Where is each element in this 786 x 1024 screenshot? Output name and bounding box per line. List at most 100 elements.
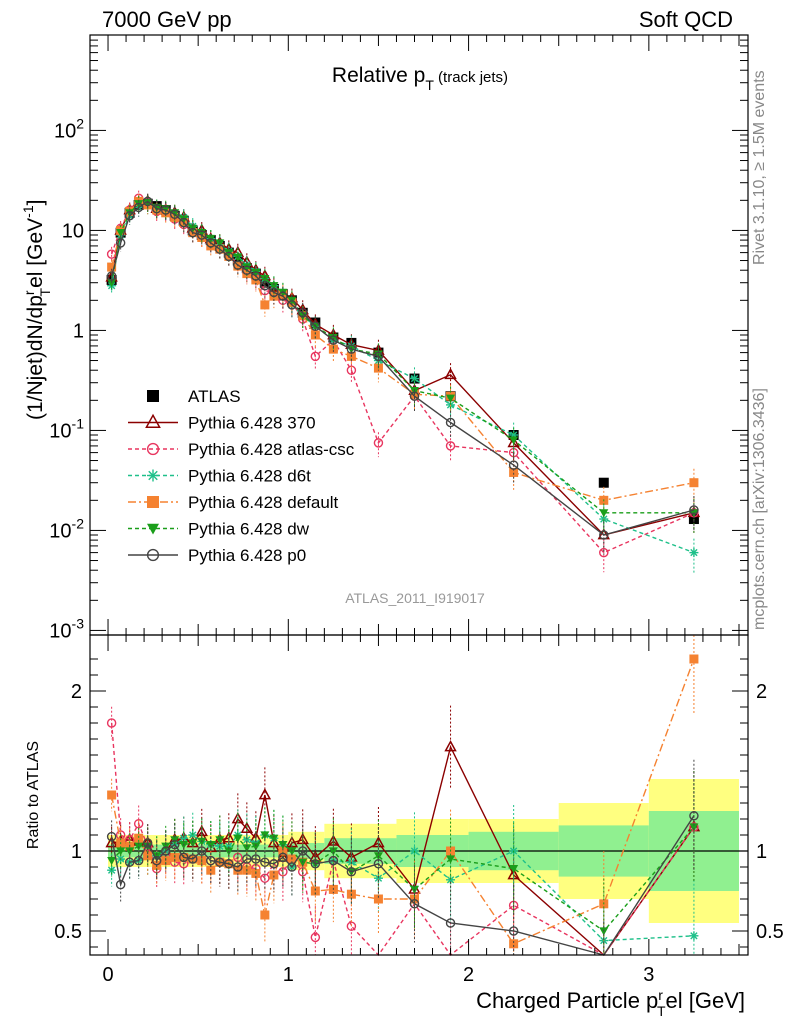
ratio-point	[373, 894, 383, 904]
ratio-series-pythia-6-428-default	[107, 635, 699, 955]
header-left: 7000 GeV pp	[102, 7, 232, 32]
ratio-y-tick-label: 0.5	[54, 921, 82, 943]
data-point	[346, 344, 357, 354]
ratio-y-tick-label: 2	[71, 681, 82, 703]
legend-marker	[145, 413, 161, 429]
x-tick-label: 3	[643, 964, 654, 986]
ratio-point	[133, 819, 144, 829]
data-point	[287, 300, 297, 310]
ratio-point	[106, 831, 117, 842]
data-point	[133, 202, 144, 213]
data-point	[599, 547, 609, 558]
data-point	[215, 244, 225, 254]
legend-label: ATLAS	[188, 387, 241, 406]
ratio-point	[251, 842, 261, 851]
ratio-point	[258, 788, 272, 800]
data-point	[598, 477, 609, 488]
legend-label: Pythia 6.428 p0	[188, 546, 306, 565]
y-tick-label: 10	[62, 220, 84, 242]
y-tick-label: 10-2	[49, 515, 84, 542]
ratio-point	[115, 879, 126, 890]
data-point	[445, 417, 456, 428]
ratio-point	[509, 939, 519, 949]
legend-entry: Pythia 6.428 dw	[128, 520, 310, 539]
legend-label: Pythia 6.428 370	[188, 414, 316, 433]
ratio-point	[373, 859, 384, 869]
legend-entry: Pythia 6.428 370	[128, 414, 316, 433]
ratio-point	[151, 855, 162, 866]
ratio-point	[242, 854, 252, 864]
ratio-point	[260, 910, 270, 920]
ratio-point	[142, 838, 153, 848]
data-point	[444, 367, 457, 380]
legend-entry: Pythia 6.428 default	[128, 493, 339, 512]
data-point	[124, 211, 135, 221]
data-point	[409, 387, 419, 396]
ratio-point	[233, 862, 243, 872]
x-tick-label: 1	[283, 964, 294, 986]
data-point	[107, 279, 117, 288]
ratio-point	[328, 855, 339, 866]
x-tick-label: 0	[102, 964, 113, 986]
ratio-point	[445, 918, 456, 928]
data-point	[106, 271, 117, 281]
upper-series-layer	[105, 190, 701, 574]
ratio-point	[269, 834, 279, 843]
legend-marker	[146, 442, 160, 456]
data-point	[278, 291, 288, 301]
data-point	[269, 282, 279, 291]
data-point	[206, 238, 216, 248]
ratio-point	[444, 740, 457, 752]
y-tick-label: 10-3	[49, 615, 84, 642]
data-point	[446, 394, 456, 403]
legend-label: Pythia 6.428 d6t	[188, 467, 311, 486]
data-point	[409, 391, 420, 401]
data-point	[297, 308, 308, 318]
header-right: Soft QCD	[639, 7, 733, 32]
data-point	[269, 287, 279, 298]
ratio-y-tick-label-right: 2	[756, 681, 767, 703]
ratio-y-tick-label-right: 0.5	[756, 921, 784, 943]
data-point	[508, 460, 519, 470]
legend-marker	[147, 496, 159, 508]
ratio-panel: 0.5 0.5 1 1 2 2 0 1 2 3 Ratio to ATLAS Charged Pa…	[25, 634, 784, 1019]
data-point	[151, 203, 162, 214]
legend-entry: Pythia 6.428 d6t	[128, 467, 311, 486]
ratio-point	[346, 867, 357, 877]
x-axis-title: Charged Particle pr Tel [GeV]	[476, 987, 745, 1019]
data-point	[599, 530, 609, 540]
ratio-y-tick-label-right: 1	[756, 841, 767, 863]
ratio-point	[107, 790, 117, 800]
ratio-point	[689, 823, 699, 832]
legend-entry: Pythia 6.428 atlas-csc	[128, 440, 355, 459]
x-tick-label: 2	[463, 964, 474, 986]
ratio-series-pythia-6-428-p0	[106, 759, 699, 956]
ratio-point	[105, 836, 118, 848]
data-point	[206, 241, 216, 251]
ratio-point	[409, 899, 420, 909]
data-point	[106, 249, 117, 259]
ratio-y-axis-title: Ratio to ATLAS	[25, 741, 42, 849]
ratio-point	[134, 833, 144, 843]
data-point	[224, 251, 234, 262]
data-point	[599, 509, 609, 518]
ratio-point	[260, 857, 270, 867]
data-point	[328, 333, 338, 342]
rivet-label: Rivet 3.1.10, ≥ 1.5M events	[751, 70, 768, 265]
data-point	[509, 436, 519, 445]
mcplots-label: mcplots.cern.ch [arXiv:1306.3436]	[751, 388, 768, 630]
data-point	[328, 335, 339, 345]
ratio-point	[215, 857, 225, 867]
legend-label: Pythia 6.428 dw	[188, 520, 310, 539]
ratio-point	[178, 852, 189, 863]
ratio-point	[188, 830, 198, 840]
data-point	[115, 238, 126, 248]
ratio-point	[689, 654, 699, 664]
data-point	[689, 478, 699, 488]
data-point	[251, 268, 261, 277]
y-tick-label: 10-1	[49, 415, 84, 442]
y-axis-title: (1/Njet)dN/dprTel [GeV-1]	[20, 200, 53, 420]
data-point	[689, 548, 699, 558]
ratio-point	[269, 859, 279, 869]
